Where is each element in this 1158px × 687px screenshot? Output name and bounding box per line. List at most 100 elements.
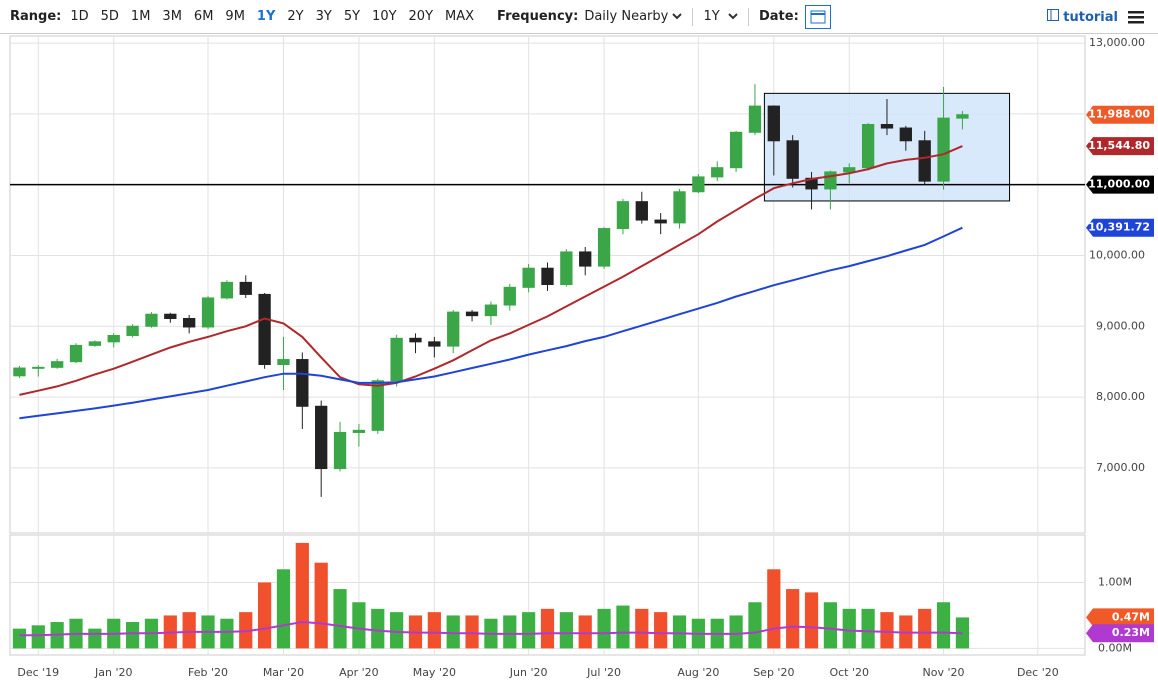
price-tag [1086, 608, 1154, 627]
price-tag-label: 10,391.72 [1088, 221, 1150, 234]
candle-body [635, 201, 648, 221]
range-option[interactable]: 1D [70, 9, 89, 24]
range-option[interactable]: 6M [193, 9, 214, 24]
candle-body [239, 281, 252, 295]
calendar-button[interactable] [804, 4, 831, 29]
price-tag [1086, 137, 1154, 156]
range-option[interactable]: 2Y [287, 9, 304, 24]
candle-body [767, 105, 780, 142]
candle-body [579, 251, 592, 267]
x-tick-label: Jun '20 [509, 666, 548, 679]
volume-bar [786, 589, 800, 649]
range-option[interactable]: MAX [445, 9, 475, 24]
candle-body [126, 325, 139, 336]
tutorial-icon [1046, 8, 1059, 21]
candle-body [69, 344, 83, 363]
y-tick-label: 8,000.00 [1096, 390, 1145, 403]
candle-body [597, 228, 611, 267]
x-tick-label: Dec '19 [17, 666, 59, 679]
volume-bar [540, 608, 555, 649]
volume-bar [672, 615, 687, 649]
candle-body [692, 176, 705, 193]
candle-body [258, 293, 271, 366]
volume-bar [616, 605, 630, 649]
range-option[interactable]: 3Y [315, 9, 332, 24]
volume-bar [861, 608, 875, 649]
candle-body [824, 171, 837, 190]
candle-body [277, 359, 290, 366]
chevron [728, 13, 738, 20]
x-tick-label: May '20 [413, 666, 456, 679]
volume-bar [748, 602, 762, 649]
x-tick-label: Nov '20 [923, 666, 965, 679]
candle-body [164, 313, 177, 319]
volume-bar [955, 617, 970, 649]
candle-body [843, 167, 856, 173]
volume-bar [182, 612, 196, 649]
volume-bar [503, 615, 517, 649]
price-tag [1086, 175, 1154, 194]
range-option[interactable]: 9M [225, 9, 245, 24]
candle-body [918, 140, 931, 182]
price-tag [1086, 105, 1154, 124]
candle-body [560, 251, 573, 285]
x-tick-label: Dec '20 [1017, 666, 1059, 679]
volume-average [19, 620, 963, 637]
candle-body [371, 380, 384, 431]
volume-bar [635, 608, 649, 649]
candle-body [861, 123, 875, 169]
tutorial-link[interactable]: tutorial [1046, 8, 1118, 25]
x-tick-label: Jul '20 [586, 666, 621, 679]
price-tag-label: 0.23M [1112, 626, 1150, 639]
x-tick-label: Feb '20 [188, 666, 228, 679]
volume-bar [465, 615, 479, 649]
range-option[interactable]: 3M [162, 9, 182, 24]
candle-body [447, 311, 460, 347]
range-option[interactable]: 5D [100, 9, 119, 24]
y-tick-label: 10,000.00 [1089, 248, 1145, 261]
period-select[interactable]: 1Y [703, 9, 738, 24]
range-option[interactable]: 1Y [256, 9, 276, 24]
frequency-select[interactable]: Daily Nearby [584, 9, 683, 24]
volume-bar [936, 602, 951, 649]
candle-body [32, 366, 45, 369]
price-tag-label: 0.47M [1112, 610, 1150, 623]
menu-button[interactable] [1128, 10, 1144, 24]
candle-body [503, 286, 516, 306]
volume-bar [88, 628, 102, 649]
volume-bar [31, 625, 45, 649]
candle-body [50, 361, 64, 368]
range-option[interactable]: 10Y [372, 9, 397, 24]
candle-body [428, 341, 441, 347]
range-option[interactable]: 20Y [408, 9, 434, 24]
volume-bar [352, 602, 366, 649]
volume-bar [729, 615, 743, 649]
chevron [672, 13, 683, 20]
x-tick-label: Aug '20 [677, 666, 719, 679]
volume-bar [880, 612, 894, 649]
volume-bar [767, 569, 781, 649]
range-option[interactable]: 1M [130, 9, 151, 24]
range-label: Range: [10, 9, 62, 24]
period-value: 1Y [703, 9, 720, 24]
y-tick-label: 9,000.00 [1096, 319, 1145, 332]
volume-bar [12, 628, 27, 649]
volume-bar [654, 612, 668, 649]
candle-body [13, 367, 26, 377]
candle-body [409, 337, 422, 343]
candle-body [107, 334, 120, 343]
range-group: 1D 5D 1M 3M 6M 9M 1Y 2Y 3Y 5Y 10Y 20Y MAX [67, 9, 483, 24]
price-tag [1086, 218, 1154, 237]
candle-body [654, 219, 667, 224]
date-label: Date: [758, 9, 799, 24]
candle-body [333, 431, 347, 470]
range-option[interactable]: 5Y [343, 9, 361, 24]
volume-bar [597, 608, 611, 649]
candle-body [315, 405, 328, 470]
moving-average [19, 145, 963, 396]
candle-body [296, 359, 309, 407]
candle-body [183, 317, 196, 328]
candle-body [88, 341, 102, 346]
candle-body [616, 201, 630, 230]
